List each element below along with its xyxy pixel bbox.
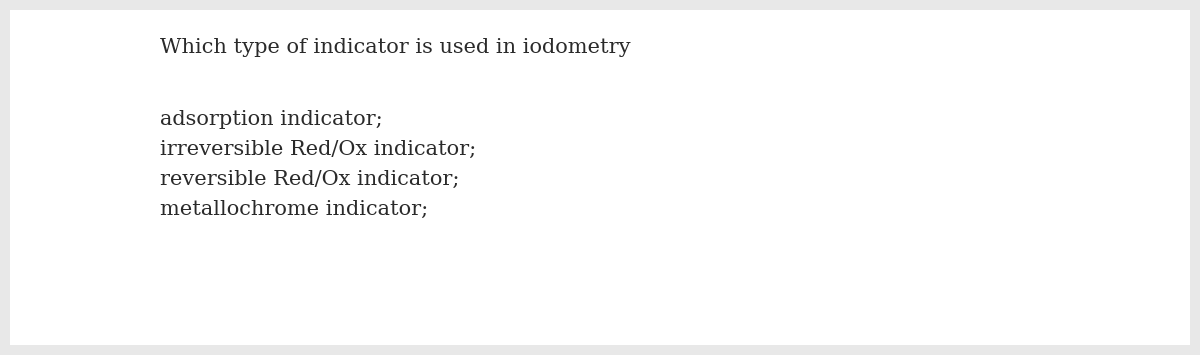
Text: irreversible Red/Ox indicator;: irreversible Red/Ox indicator; xyxy=(160,140,476,159)
Text: Which type of indicator is used in iodometry: Which type of indicator is used in iodom… xyxy=(160,38,631,57)
Text: adsorption indicator;: adsorption indicator; xyxy=(160,110,383,129)
Text: metallochrome indicator;: metallochrome indicator; xyxy=(160,200,428,219)
Text: reversible Red/Ox indicator;: reversible Red/Ox indicator; xyxy=(160,170,460,189)
